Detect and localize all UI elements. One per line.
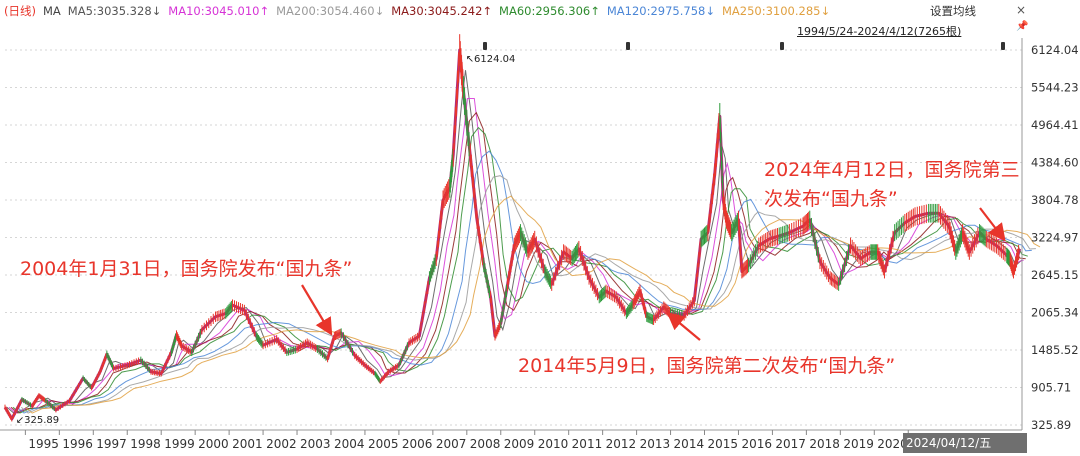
x-tick-label: 2016 <box>741 437 772 451</box>
settings-button[interactable]: 设置均线 <box>930 4 976 18</box>
x-tick-label: 2012 <box>606 437 637 451</box>
annotation-2024-line2: 次发布“国九条” <box>764 188 898 210</box>
x-tick-label: 1998 <box>130 437 161 451</box>
close-icon[interactable]: × <box>1016 3 1027 17</box>
x-tick-label: 2010 <box>538 437 569 451</box>
annotation-2014: 2014年5月9日，国务院第二次发布“国九条” <box>518 355 896 377</box>
x-tick-label: 2013 <box>640 437 671 451</box>
x-tick-label: 2000 <box>198 437 229 451</box>
ma-line-ma200 <box>20 175 1036 414</box>
x-tick-label: 1997 <box>96 437 127 451</box>
annotation-arrow <box>666 312 701 341</box>
event-marker[interactable] <box>626 42 630 50</box>
ma-legend: (日线) MA MA5:3035.328↓ MA10:3045.010↑ MA2… <box>0 0 930 22</box>
annotation-2024-line1: 2024年4月12日，国务院第三 <box>764 159 1020 181</box>
x-tick-label: 2006 <box>402 437 433 451</box>
x-tick-label: 2005 <box>368 437 399 451</box>
annotation-arrows <box>301 207 1006 341</box>
date-range[interactable]: 1994/5/24-2024/4/12(7265根) <box>797 25 962 38</box>
y-axis: 6124.04 5544.23 4964.41 4384.60 3804.78 3224.… <box>1021 38 1079 432</box>
x-tick-label: 2017 <box>775 437 806 451</box>
y-tick-label: 4964.41 <box>1031 118 1079 132</box>
x-tick-label: 2009 <box>504 437 535 451</box>
high-label: ↖6124.04 <box>466 54 516 65</box>
event-marker[interactable] <box>483 42 487 50</box>
ma-label: MA <box>42 4 61 18</box>
x-tick-label: 2011 <box>572 437 603 451</box>
x-tick-label: 1996 <box>62 437 93 451</box>
ma60-value: MA60:2956.306↑ <box>499 4 600 18</box>
x-tick-label: 1995 <box>28 437 59 451</box>
ma10-value: MA10:3045.010↑ <box>168 4 270 18</box>
annotation-arrow <box>301 284 333 336</box>
y-tick-label: 6124.04 <box>1031 43 1079 57</box>
ma-line-ma250 <box>25 195 1041 414</box>
y-tick-label: 2645.15 <box>1031 268 1079 282</box>
x-tick-label: 2004 <box>334 437 365 451</box>
period-label: (日线) <box>4 4 36 18</box>
x-tick-label: 2015 <box>708 437 739 451</box>
y-tick-label: 325.89 <box>1031 418 1071 432</box>
annotation-2004: 2004年1月31日，国务院发布“国九条” <box>20 258 353 280</box>
annotation-arrow <box>979 207 1006 242</box>
event-marker[interactable] <box>1001 42 1005 50</box>
price-series: ↖6124.04 ↙325.89 <box>3 34 1022 426</box>
ma30-value: MA30:3045.242↑ <box>391 4 493 18</box>
event-markers <box>483 42 1005 50</box>
highlight-date: 2024/04/12/五 <box>903 433 1027 453</box>
ma-line-ma5 <box>6 70 1023 414</box>
event-marker[interactable] <box>780 42 784 50</box>
x-tick-label: 2014 <box>674 437 705 451</box>
y-tick-label: 5544.23 <box>1031 81 1079 95</box>
pin-icon[interactable]: 📌 <box>1016 21 1029 32</box>
x-tick-label: 1999 <box>164 437 195 451</box>
y-tick-label: 3804.78 <box>1031 193 1079 207</box>
y-tick-label: 2065.34 <box>1031 306 1079 320</box>
ma120-value: MA120:2975.758↓ <box>606 4 715 18</box>
low-label: ↙325.89 <box>16 415 59 426</box>
x-tick-label: 2007 <box>436 437 467 451</box>
ma-line-ma30 <box>10 111 1026 414</box>
ma200-value: MA200:3054.460↓ <box>276 4 385 18</box>
x-tick-label: 2018 <box>809 437 840 451</box>
y-tick-label: 4384.60 <box>1031 156 1079 170</box>
x-tick-label: 2008 <box>470 437 501 451</box>
y-tick-label: 3224.97 <box>1031 231 1079 245</box>
x-tick-label: 2002 <box>266 437 297 451</box>
x-tick-label: 2003 <box>300 437 331 451</box>
y-tick-label: 1485.52 <box>1031 343 1079 357</box>
x-tick-label: 2019 <box>843 437 874 451</box>
ma250-value: MA250:3100.285↓ <box>721 4 831 18</box>
x-tick-label: 2020 <box>877 437 908 451</box>
x-tick-label: 2001 <box>232 437 263 451</box>
y-tick-label: 905.71 <box>1031 381 1071 395</box>
ma5-value: MA5:3035.328↓ <box>67 4 162 18</box>
